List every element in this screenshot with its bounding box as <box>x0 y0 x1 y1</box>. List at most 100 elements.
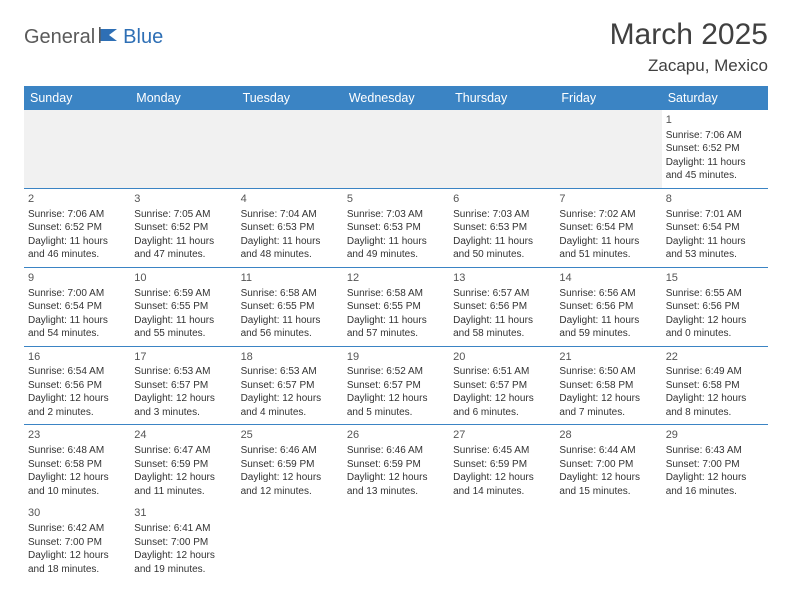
day-number: 14 <box>559 271 657 286</box>
daylight-line: and 54 minutes. <box>28 327 126 341</box>
location-label: Zacapu, Mexico <box>610 56 768 76</box>
logo: General Blue <box>24 18 163 49</box>
daylight-line: and 56 minutes. <box>241 327 339 341</box>
daylight-line: and 50 minutes. <box>453 248 551 262</box>
daylight-line: Daylight: 12 hours <box>666 392 764 406</box>
month-title: March 2025 <box>610 18 768 52</box>
daylight-line: Daylight: 11 hours <box>134 314 232 328</box>
daylight-line: Daylight: 12 hours <box>666 471 764 485</box>
calendar-cell <box>449 110 555 188</box>
calendar-cell: 12Sunrise: 6:58 AMSunset: 6:55 PMDayligh… <box>343 267 449 346</box>
calendar-cell: 2Sunrise: 7:06 AMSunset: 6:52 PMDaylight… <box>24 188 130 267</box>
daylight-line: and 2 minutes. <box>28 406 126 420</box>
calendar-cell: 10Sunrise: 6:59 AMSunset: 6:55 PMDayligh… <box>130 267 236 346</box>
day-number: 19 <box>347 350 445 365</box>
sunrise-line: Sunrise: 7:02 AM <box>559 208 657 222</box>
sunrise-line: Sunrise: 6:52 AM <box>347 365 445 379</box>
sunrise-line: Sunrise: 7:04 AM <box>241 208 339 222</box>
sunrise-line: Sunrise: 7:05 AM <box>134 208 232 222</box>
calendar-cell: 15Sunrise: 6:55 AMSunset: 6:56 PMDayligh… <box>662 267 768 346</box>
sunrise-line: Sunrise: 6:47 AM <box>134 444 232 458</box>
calendar-table: Sunday Monday Tuesday Wednesday Thursday… <box>24 86 768 581</box>
sunset-line: Sunset: 7:00 PM <box>559 458 657 472</box>
sunrise-line: Sunrise: 7:06 AM <box>666 129 764 143</box>
calendar-cell: 6Sunrise: 7:03 AMSunset: 6:53 PMDaylight… <box>449 188 555 267</box>
daylight-line: and 59 minutes. <box>559 327 657 341</box>
day-number: 28 <box>559 428 657 443</box>
day-number: 7 <box>559 192 657 207</box>
sunset-line: Sunset: 6:56 PM <box>559 300 657 314</box>
sunset-line: Sunset: 7:00 PM <box>666 458 764 472</box>
calendar-body: 1Sunrise: 7:06 AMSunset: 6:52 PMDaylight… <box>24 110 768 581</box>
calendar-week-row: 1Sunrise: 7:06 AMSunset: 6:52 PMDaylight… <box>24 110 768 188</box>
calendar-cell: 25Sunrise: 6:46 AMSunset: 6:59 PMDayligh… <box>237 425 343 503</box>
calendar-cell: 27Sunrise: 6:45 AMSunset: 6:59 PMDayligh… <box>449 425 555 503</box>
daylight-line: and 15 minutes. <box>559 485 657 499</box>
daylight-line: Daylight: 12 hours <box>559 392 657 406</box>
daylight-line: Daylight: 11 hours <box>347 314 445 328</box>
daylight-line: Daylight: 12 hours <box>347 392 445 406</box>
sunrise-line: Sunrise: 6:56 AM <box>559 287 657 301</box>
day-number: 3 <box>134 192 232 207</box>
sunset-line: Sunset: 6:55 PM <box>347 300 445 314</box>
calendar-cell: 20Sunrise: 6:51 AMSunset: 6:57 PMDayligh… <box>449 346 555 425</box>
day-number: 29 <box>666 428 764 443</box>
weekday-header: Wednesday <box>343 86 449 110</box>
sunset-line: Sunset: 6:59 PM <box>347 458 445 472</box>
sunset-line: Sunset: 6:55 PM <box>134 300 232 314</box>
daylight-line: and 12 minutes. <box>241 485 339 499</box>
daylight-line: Daylight: 11 hours <box>241 314 339 328</box>
calendar-cell: 5Sunrise: 7:03 AMSunset: 6:53 PMDaylight… <box>343 188 449 267</box>
calendar-cell: 9Sunrise: 7:00 AMSunset: 6:54 PMDaylight… <box>24 267 130 346</box>
day-number: 16 <box>28 350 126 365</box>
daylight-line: Daylight: 11 hours <box>347 235 445 249</box>
sunrise-line: Sunrise: 7:01 AM <box>666 208 764 222</box>
sunrise-line: Sunrise: 6:53 AM <box>241 365 339 379</box>
daylight-line: Daylight: 11 hours <box>241 235 339 249</box>
calendar-week-row: 2Sunrise: 7:06 AMSunset: 6:52 PMDaylight… <box>24 188 768 267</box>
calendar-cell: 11Sunrise: 6:58 AMSunset: 6:55 PMDayligh… <box>237 267 343 346</box>
calendar-cell <box>449 503 555 581</box>
sunset-line: Sunset: 6:54 PM <box>666 221 764 235</box>
sunrise-line: Sunrise: 6:51 AM <box>453 365 551 379</box>
weekday-header: Sunday <box>24 86 130 110</box>
daylight-line: and 58 minutes. <box>453 327 551 341</box>
sunset-line: Sunset: 6:52 PM <box>28 221 126 235</box>
sunrise-line: Sunrise: 7:06 AM <box>28 208 126 222</box>
day-number: 24 <box>134 428 232 443</box>
day-number: 13 <box>453 271 551 286</box>
daylight-line: and 49 minutes. <box>347 248 445 262</box>
daylight-line: Daylight: 12 hours <box>134 549 232 563</box>
daylight-line: Daylight: 12 hours <box>453 471 551 485</box>
daylight-line: and 0 minutes. <box>666 327 764 341</box>
calendar-cell: 29Sunrise: 6:43 AMSunset: 7:00 PMDayligh… <box>662 425 768 503</box>
daylight-line: and 55 minutes. <box>134 327 232 341</box>
daylight-line: and 18 minutes. <box>28 563 126 577</box>
sunrise-line: Sunrise: 6:46 AM <box>347 444 445 458</box>
calendar-cell <box>555 110 661 188</box>
daylight-line: and 19 minutes. <box>134 563 232 577</box>
sunset-line: Sunset: 6:53 PM <box>453 221 551 235</box>
calendar-cell <box>662 503 768 581</box>
sunrise-line: Sunrise: 6:58 AM <box>241 287 339 301</box>
daylight-line: Daylight: 11 hours <box>28 235 126 249</box>
daylight-line: Daylight: 12 hours <box>134 392 232 406</box>
daylight-line: and 46 minutes. <box>28 248 126 262</box>
daylight-line: and 7 minutes. <box>559 406 657 420</box>
calendar-cell <box>237 110 343 188</box>
sunset-line: Sunset: 6:57 PM <box>241 379 339 393</box>
day-number: 23 <box>28 428 126 443</box>
calendar-cell: 23Sunrise: 6:48 AMSunset: 6:58 PMDayligh… <box>24 425 130 503</box>
title-block: March 2025 Zacapu, Mexico <box>610 18 768 76</box>
daylight-line: and 3 minutes. <box>134 406 232 420</box>
logo-text-general: General <box>24 26 95 49</box>
calendar-cell: 21Sunrise: 6:50 AMSunset: 6:58 PMDayligh… <box>555 346 661 425</box>
calendar-cell <box>24 110 130 188</box>
day-number: 1 <box>666 113 764 128</box>
daylight-line: Daylight: 12 hours <box>28 471 126 485</box>
weekday-header: Thursday <box>449 86 555 110</box>
daylight-line: Daylight: 11 hours <box>666 156 764 170</box>
day-number: 31 <box>134 506 232 521</box>
sunrise-line: Sunrise: 6:43 AM <box>666 444 764 458</box>
day-number: 9 <box>28 271 126 286</box>
